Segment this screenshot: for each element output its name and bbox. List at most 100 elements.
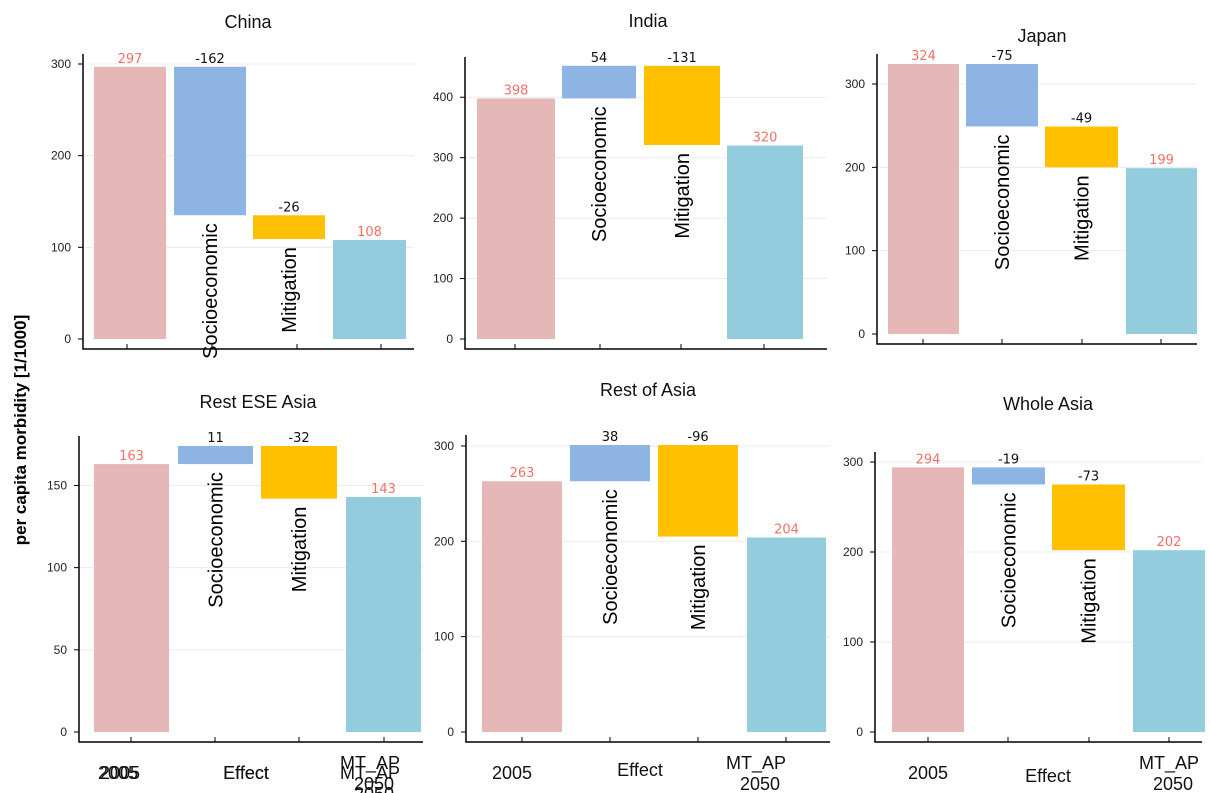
panel-2-bar-socioeconomic — [562, 65, 636, 99]
panel-2-value-label-final: 320 — [753, 131, 778, 146]
panel-1-x-category-label: MT_AP — [340, 753, 400, 774]
panel-1-x-category-label: 2050 — [354, 774, 394, 793]
panel-6-y-tick-label: 200 — [843, 545, 863, 559]
panel-6-bar-base — [892, 467, 964, 732]
panel-4-x-category-label: 2005 — [98, 763, 138, 783]
panel-6-bar-final — [1133, 550, 1205, 732]
panel-4-value-label-base: 163 — [119, 449, 144, 464]
panel-2-title: India — [628, 11, 668, 31]
panel-5-bar-base — [482, 481, 562, 732]
panel-5-value-label-base: 263 — [510, 466, 535, 481]
panel-3-y-tick-label: 200 — [845, 160, 865, 174]
panel-1-x-category-label: 2005 — [100, 763, 140, 783]
panel-5-y-tick-label: 0 — [447, 725, 454, 739]
panel-2-bar-base — [477, 98, 555, 339]
panel-5-y-tick-label: 100 — [434, 630, 454, 644]
panel-3-y-tick-label: 300 — [845, 77, 865, 91]
panel-4-bar-final — [346, 496, 421, 732]
panel-4-mitigation-label: Mitigation — [289, 507, 311, 593]
panel-3-value-label-socioeconomic: -75 — [991, 49, 1012, 64]
panel-2-y-tick-label: 0 — [446, 332, 453, 346]
panel-4-bar-socioeconomic — [178, 446, 253, 465]
panel-5-x-category-label: 2050 — [740, 774, 780, 793]
panel-4-y-tick-label: 100 — [47, 561, 67, 575]
panel-3-axes — [876, 54, 1197, 345]
panel-6-y-tick-label: 300 — [843, 455, 863, 469]
panel-5-x-category-label: Effect — [617, 760, 663, 780]
panel-5-value-label-mitigation: -96 — [687, 430, 708, 445]
panel-6-y-tick-label: 100 — [843, 635, 863, 649]
panel-5-value-label-final: 204 — [774, 522, 799, 537]
panel-1-bar-socioeconomic — [174, 66, 246, 216]
panel-6-x-category-label: 2050 — [1153, 774, 1193, 793]
panel-5-axes — [465, 435, 830, 743]
panel-5-y-tick-label: 200 — [434, 534, 454, 548]
panel-2-mitigation-label: Mitigation — [672, 153, 694, 239]
panel-3-bar-base — [888, 64, 959, 334]
panel-1-bar-mitigation — [253, 215, 325, 240]
panel-3-y-tick-label: 100 — [845, 244, 865, 258]
panel-3-mitigation-label: Mitigation — [1072, 175, 1094, 261]
panel-6-socioeconomic-label: Socioeconomic — [999, 493, 1021, 629]
panel-1-value-label-mitigation: -26 — [278, 200, 299, 215]
panel-4-y-tick-label: 150 — [47, 478, 67, 492]
panel-1-mitigation-label: Mitigation — [279, 247, 301, 333]
panel-5-value-label-socioeconomic: 38 — [602, 430, 619, 445]
panel-2-bar-final — [727, 145, 803, 339]
panel-3-bar-final — [1126, 168, 1197, 334]
panel-3-value-label-base: 324 — [911, 49, 936, 64]
panel-1-title: China — [224, 12, 272, 32]
panel-4-x-category-label: 2050 — [354, 784, 394, 793]
panel-4-x-category-label: Effect — [223, 763, 269, 783]
panel-5-bar-mitigation — [658, 445, 738, 537]
panel-4-bar-base — [94, 464, 169, 732]
panel-6-x-category-label: Effect — [1025, 766, 1071, 786]
panel-1-y-tick-label: 0 — [64, 332, 71, 346]
panel-4-socioeconomic-label: Socioeconomic — [206, 472, 228, 608]
panel-1-value-label-socioeconomic: -162 — [195, 52, 225, 67]
panel-5-x-category-label: 2005 — [492, 763, 532, 783]
panel-5-socioeconomic-label: Socioeconomic — [600, 489, 622, 625]
panel-2-y-tick-label: 200 — [433, 211, 453, 225]
panel-1-bar-final — [333, 240, 406, 339]
panel-4-y-tick-label: 0 — [60, 725, 67, 739]
panel-5-bar-final — [747, 537, 826, 732]
panel-6-mitigation-label: Mitigation — [1079, 558, 1101, 644]
panel-2-bar-mitigation — [644, 65, 720, 145]
panel-4-y-tick-label: 50 — [54, 643, 68, 657]
panel-2-value-label-socioeconomic: 54 — [591, 51, 608, 66]
panel-5-x-category-label: MT_AP — [726, 753, 786, 774]
panel-2-socioeconomic-label: Socioeconomic — [589, 106, 611, 242]
panel-6-value-label-mitigation: -73 — [1078, 470, 1099, 485]
panel-4-x-category-label: MT_AP — [340, 763, 400, 784]
panel-6-x-category-label: 2005 — [908, 763, 948, 783]
panel-6-x-category-label: MT_AP — [1139, 753, 1199, 774]
panel-6-bar-socioeconomic — [972, 467, 1045, 485]
panel-4-value-label-final: 143 — [371, 482, 396, 497]
panel-6-bar-mitigation — [1052, 484, 1125, 551]
panel-2-value-label-mitigation: -131 — [667, 51, 697, 66]
panel-1-y-tick-label: 100 — [51, 240, 71, 254]
panel-3-bar-mitigation — [1045, 126, 1118, 168]
panel-1-x-category-label: Effect — [223, 763, 269, 783]
panel-5-mitigation-label: Mitigation — [688, 545, 710, 631]
panel-1-axes — [82, 54, 414, 350]
panel-2-y-tick-label: 100 — [433, 272, 453, 286]
panel-4-title: Rest ESE Asia — [199, 392, 317, 412]
panel-5-bar-socioeconomic — [570, 445, 650, 482]
panel-4-axes — [78, 436, 423, 743]
panel-6-title: Whole Asia — [1003, 394, 1094, 414]
panel-6-axes — [874, 452, 1202, 743]
panel-1-value-label-base: 297 — [118, 52, 143, 67]
panel-1-socioeconomic-label: Socioeconomic — [200, 223, 222, 359]
panel-3-value-label-final: 199 — [1149, 153, 1174, 168]
panel-2-y-tick-label: 300 — [433, 151, 453, 165]
panel-1-value-label-final: 108 — [357, 225, 382, 240]
panel-1-bar-base — [94, 66, 166, 339]
panel-5-title: Rest of Asia — [600, 380, 697, 400]
panel-3-bar-socioeconomic — [966, 64, 1038, 127]
panel-3-socioeconomic-label: Socioeconomic — [992, 135, 1014, 271]
panel-1-y-tick-label: 200 — [51, 149, 71, 163]
panel-3-title: Japan — [1017, 26, 1066, 46]
